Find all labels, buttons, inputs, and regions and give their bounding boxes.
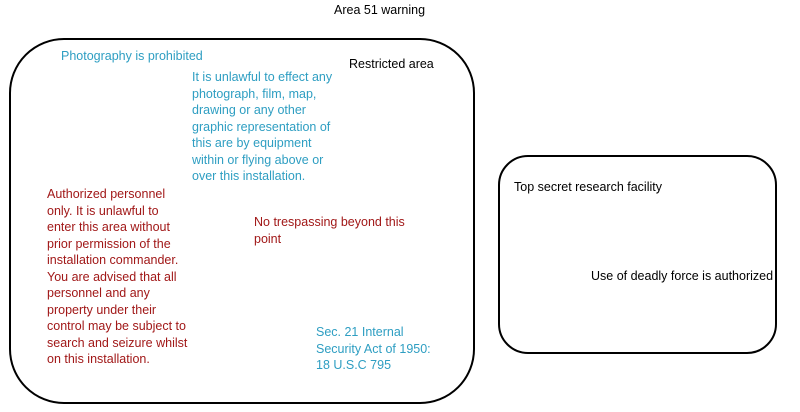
diagram-title: Area 51 warning <box>334 3 426 17</box>
no-trespassing-text: No trespassing beyond this point <box>254 215 405 246</box>
restricted-area-sign <box>9 38 475 404</box>
restricted-area-text: Restricted area <box>349 57 434 71</box>
security-act-text: Sec. 21 Internal Security Act of 1950: 1… <box>316 325 431 372</box>
unlawful-photograph-text: It is unlawful to effect any photograph,… <box>192 70 333 183</box>
research-facility-sign <box>498 155 777 354</box>
deadly-force-text: Use of deadly force is authorized <box>591 269 774 283</box>
top-secret-text: Top secret research facility <box>514 180 662 194</box>
authorized-personnel-text: Authorized personnel only. It is unlawfu… <box>47 187 188 366</box>
photography-prohibited-text: Photography is prohibited <box>61 49 203 63</box>
